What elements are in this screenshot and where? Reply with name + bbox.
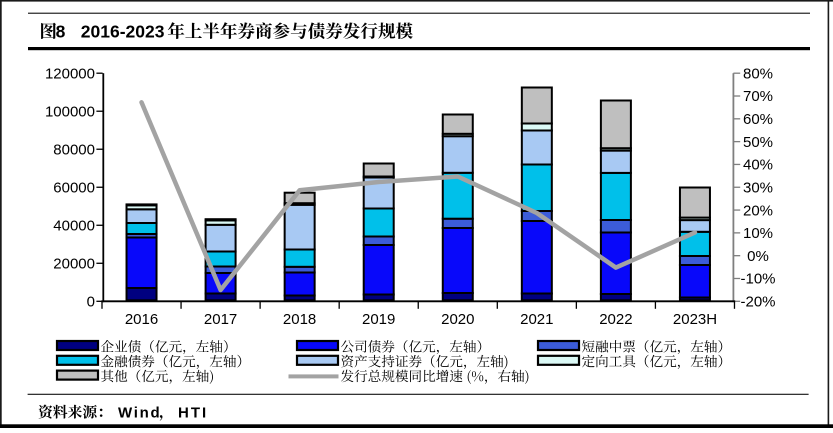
svg-text:20000: 20000 [53, 256, 95, 273]
svg-text:2020: 2020 [441, 311, 474, 328]
svg-text:2018: 2018 [283, 311, 316, 328]
svg-text:2019: 2019 [362, 311, 395, 328]
svg-text:60000: 60000 [53, 179, 95, 196]
svg-text:HTI: HTI [178, 404, 208, 421]
svg-text:80000: 80000 [53, 141, 95, 158]
svg-text:60%: 60% [743, 111, 773, 128]
svg-text:0: 0 [87, 294, 95, 311]
svg-text:2023H: 2023H [673, 311, 717, 328]
svg-text:2022: 2022 [599, 311, 632, 328]
svg-text:8: 8 [56, 21, 66, 41]
svg-text:2021: 2021 [520, 311, 553, 328]
svg-text:40000: 40000 [53, 218, 95, 235]
svg-text:-20%: -20% [740, 294, 775, 311]
svg-text:40%: 40% [743, 157, 773, 174]
svg-text:80%: 80% [743, 65, 773, 82]
svg-text:50%: 50% [743, 134, 773, 151]
svg-text:30%: 30% [743, 179, 773, 196]
svg-text:2016-2023: 2016-2023 [81, 21, 165, 41]
svg-text:20%: 20% [743, 202, 773, 219]
svg-text:0%: 0% [747, 248, 769, 265]
svg-text:Wind: Wind [118, 404, 161, 421]
svg-text:2017: 2017 [204, 311, 237, 328]
svg-text:100000: 100000 [45, 103, 95, 120]
svg-text:-10%: -10% [740, 271, 775, 288]
svg-text:10%: 10% [743, 225, 773, 242]
svg-text:70%: 70% [743, 88, 773, 105]
svg-text:2016: 2016 [125, 311, 158, 328]
svg-text:120000: 120000 [45, 65, 95, 82]
